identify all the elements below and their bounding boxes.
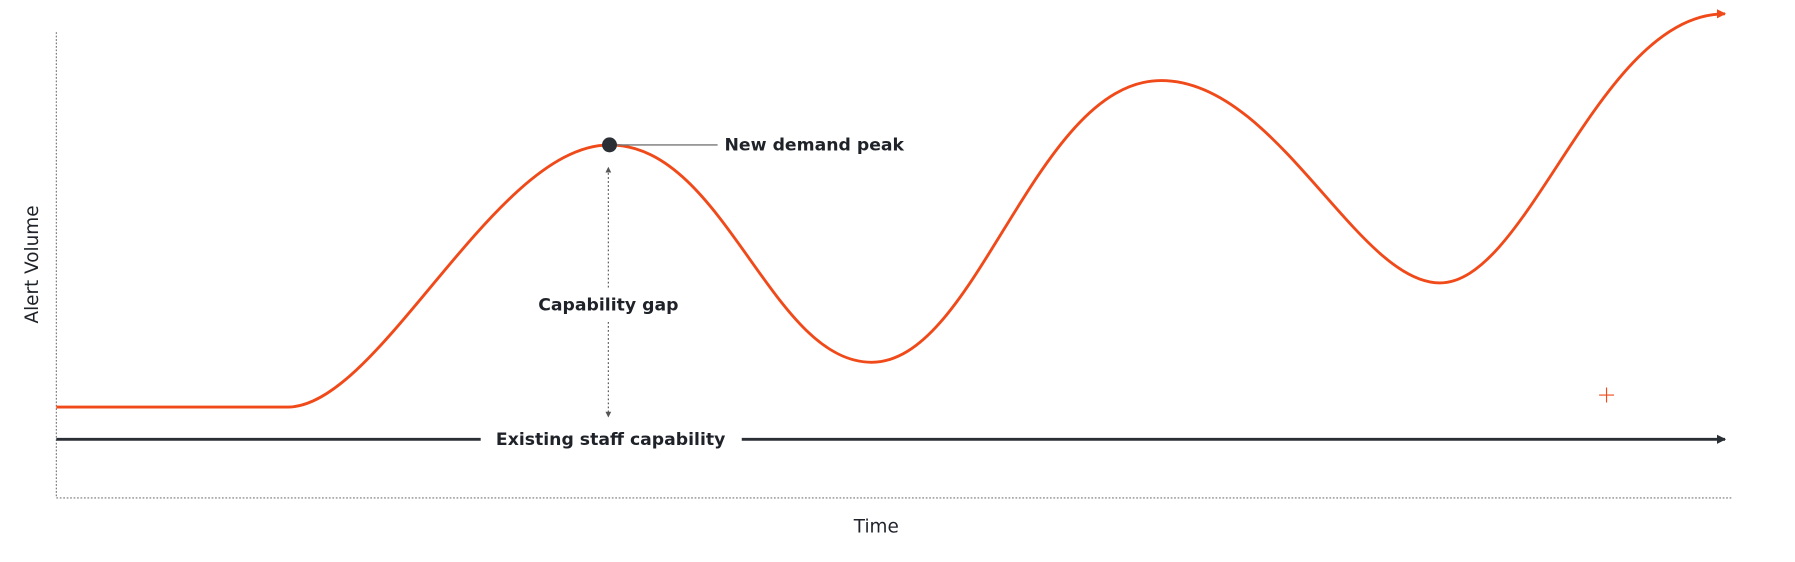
peak-dot — [602, 137, 617, 153]
diagram-body: Existing staff capability Capability gap… — [22, 9, 1734, 537]
x-axis-label: Time — [853, 516, 899, 537]
demand-curve — [56, 9, 1727, 409]
y-axis-label: Alert Volume — [22, 205, 43, 323]
plus-icon — [1599, 387, 1615, 403]
peak-label: New demand peak — [725, 136, 905, 156]
baseline-label: Existing staff capability — [496, 430, 725, 450]
gap-label: Capability gap — [538, 296, 678, 316]
